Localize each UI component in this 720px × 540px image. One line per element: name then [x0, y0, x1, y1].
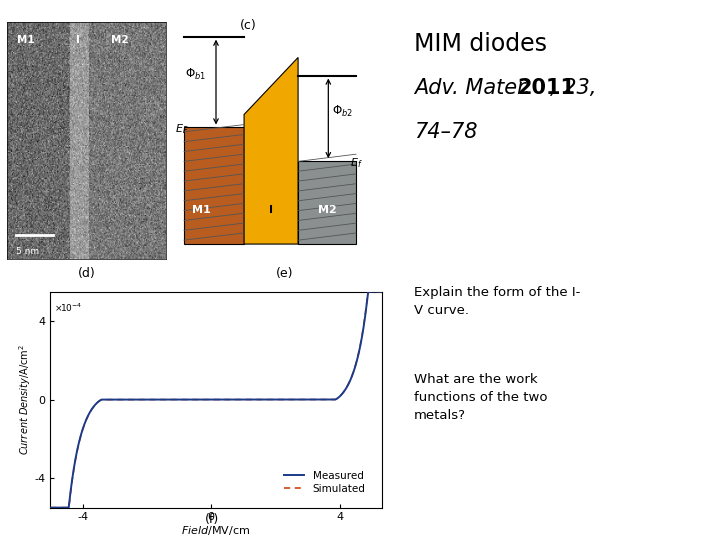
Text: (d): (d)	[78, 267, 95, 280]
Text: MIM diodes: MIM diodes	[414, 32, 547, 56]
Text: I: I	[76, 35, 79, 45]
Text: , 23,: , 23,	[550, 78, 596, 98]
Text: (e): (e)	[276, 267, 293, 280]
Text: 5 nm: 5 nm	[16, 247, 39, 256]
Text: M2: M2	[318, 205, 337, 215]
Text: I: I	[269, 205, 273, 215]
FancyBboxPatch shape	[184, 127, 244, 244]
Text: $\Phi_{b2}$: $\Phi_{b2}$	[331, 104, 353, 119]
Text: $\times\!10^{-4}$: $\times\!10^{-4}$	[53, 301, 82, 314]
Text: Adv. Mater.: Adv. Mater.	[414, 78, 541, 98]
Text: 2011: 2011	[517, 78, 575, 98]
Text: M1: M1	[192, 205, 210, 215]
Text: $E_F$: $E_F$	[175, 123, 189, 137]
Text: $\Phi_{b1}$: $\Phi_{b1}$	[184, 67, 206, 82]
Text: $E_f$: $E_f$	[350, 156, 363, 170]
Text: Explain the form of the I-
V curve.: Explain the form of the I- V curve.	[414, 286, 580, 317]
Text: (c): (c)	[240, 18, 257, 31]
FancyBboxPatch shape	[298, 161, 356, 244]
Y-axis label: $\mathit{Current\ Density}$/A/cm$^2$: $\mathit{Current\ Density}$/A/cm$^2$	[17, 344, 33, 455]
Text: M1: M1	[17, 35, 35, 45]
X-axis label: $\mathit{Field}$/MV/cm: $\mathit{Field}$/MV/cm	[181, 524, 251, 537]
Text: 74–78: 74–78	[414, 122, 477, 141]
Text: M2: M2	[112, 35, 129, 45]
Text: (f): (f)	[205, 514, 220, 526]
Legend: Measured, Simulated: Measured, Simulated	[279, 467, 370, 498]
Polygon shape	[244, 57, 298, 244]
Text: What are the work
functions of the two
metals?: What are the work functions of the two m…	[414, 373, 547, 422]
